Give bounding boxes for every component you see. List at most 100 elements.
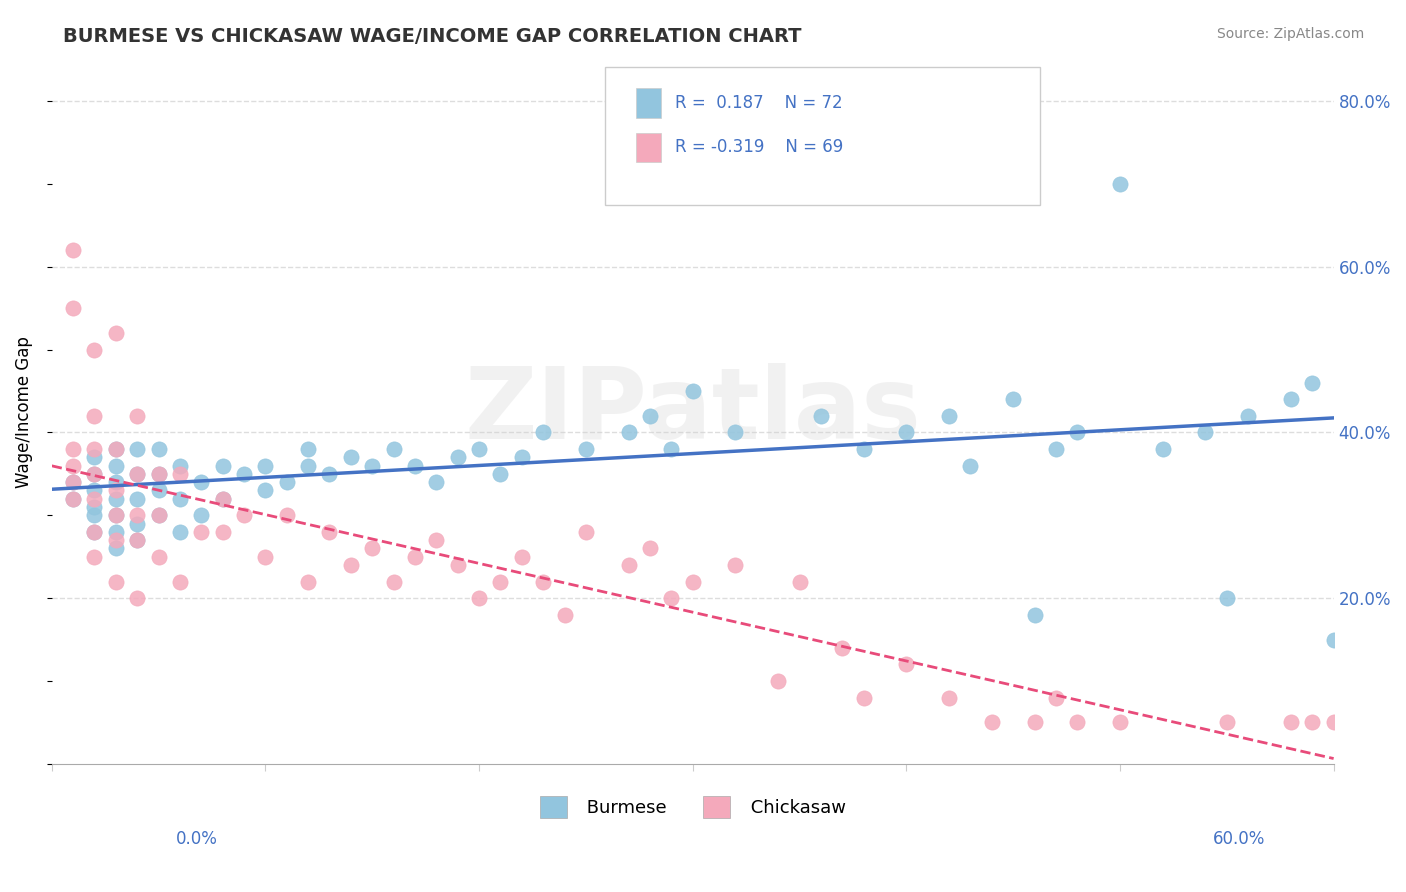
- Point: [104, 475, 127, 490]
- Point: [254, 549, 277, 564]
- Point: [104, 458, 127, 473]
- Point: [1194, 425, 1216, 440]
- Point: [382, 574, 405, 589]
- Point: [1279, 715, 1302, 730]
- Point: [104, 508, 127, 523]
- Point: [404, 549, 426, 564]
- Point: [1301, 715, 1323, 730]
- Point: [148, 467, 170, 481]
- Point: [297, 458, 319, 473]
- Point: [425, 533, 447, 548]
- Point: [1323, 715, 1346, 730]
- Text: 60.0%: 60.0%: [1213, 830, 1265, 847]
- Point: [104, 541, 127, 556]
- Point: [190, 475, 212, 490]
- Point: [810, 409, 832, 423]
- Y-axis label: Wage/Income Gap: Wage/Income Gap: [15, 335, 32, 488]
- Point: [254, 483, 277, 498]
- Point: [104, 491, 127, 506]
- Point: [724, 425, 747, 440]
- Point: [62, 442, 84, 456]
- Point: [169, 574, 191, 589]
- Point: [468, 591, 491, 606]
- Point: [127, 442, 149, 456]
- Point: [233, 508, 256, 523]
- Point: [83, 524, 105, 539]
- Point: [531, 574, 554, 589]
- Point: [617, 558, 640, 572]
- Point: [659, 442, 682, 456]
- Point: [789, 177, 811, 191]
- Point: [62, 475, 84, 490]
- Point: [127, 591, 149, 606]
- Point: [169, 491, 191, 506]
- Point: [127, 491, 149, 506]
- Point: [83, 491, 105, 506]
- Point: [638, 409, 661, 423]
- Point: [1152, 442, 1174, 456]
- Point: [127, 467, 149, 481]
- Text: Source: ZipAtlas.com: Source: ZipAtlas.com: [1216, 27, 1364, 41]
- Point: [1279, 392, 1302, 407]
- Point: [318, 524, 340, 539]
- Point: [104, 524, 127, 539]
- Point: [83, 500, 105, 514]
- Point: [489, 467, 512, 481]
- Point: [938, 409, 960, 423]
- Text: ZIPatlas: ZIPatlas: [464, 363, 921, 460]
- Point: [104, 326, 127, 340]
- Point: [83, 483, 105, 498]
- Point: [659, 591, 682, 606]
- Point: [148, 467, 170, 481]
- Point: [62, 491, 84, 506]
- Point: [510, 450, 533, 465]
- Point: [169, 524, 191, 539]
- Point: [148, 508, 170, 523]
- Point: [489, 574, 512, 589]
- Point: [83, 467, 105, 481]
- Point: [1045, 690, 1067, 705]
- Text: BURMESE VS CHICKASAW WAGE/INCOME GAP CORRELATION CHART: BURMESE VS CHICKASAW WAGE/INCOME GAP COR…: [63, 27, 801, 45]
- Point: [318, 467, 340, 481]
- Point: [938, 690, 960, 705]
- Point: [553, 607, 575, 622]
- Point: [896, 657, 918, 672]
- Point: [1109, 177, 1132, 191]
- Point: [340, 450, 363, 465]
- Point: [1024, 607, 1046, 622]
- Point: [62, 243, 84, 257]
- Point: [62, 475, 84, 490]
- Point: [297, 442, 319, 456]
- Point: [83, 467, 105, 481]
- Point: [1301, 376, 1323, 390]
- Point: [190, 524, 212, 539]
- Point: [425, 475, 447, 490]
- Point: [1237, 409, 1260, 423]
- Point: [682, 384, 704, 398]
- Point: [1045, 442, 1067, 456]
- Point: [617, 425, 640, 440]
- Point: [62, 491, 84, 506]
- Point: [104, 508, 127, 523]
- Point: [468, 442, 491, 456]
- Point: [1066, 715, 1088, 730]
- Point: [190, 508, 212, 523]
- Point: [831, 640, 853, 655]
- Point: [276, 508, 298, 523]
- Point: [510, 549, 533, 564]
- Point: [682, 574, 704, 589]
- Point: [83, 343, 105, 357]
- Legend:  Burmese,  Chickasaw: Burmese, Chickasaw: [533, 789, 853, 825]
- Point: [575, 524, 598, 539]
- Point: [340, 558, 363, 572]
- Point: [361, 541, 384, 556]
- Point: [852, 442, 875, 456]
- Text: R = -0.319    N = 69: R = -0.319 N = 69: [675, 138, 844, 156]
- Point: [211, 524, 233, 539]
- Point: [83, 409, 105, 423]
- Point: [148, 483, 170, 498]
- Point: [83, 524, 105, 539]
- Point: [724, 558, 747, 572]
- Point: [1323, 632, 1346, 647]
- Point: [297, 574, 319, 589]
